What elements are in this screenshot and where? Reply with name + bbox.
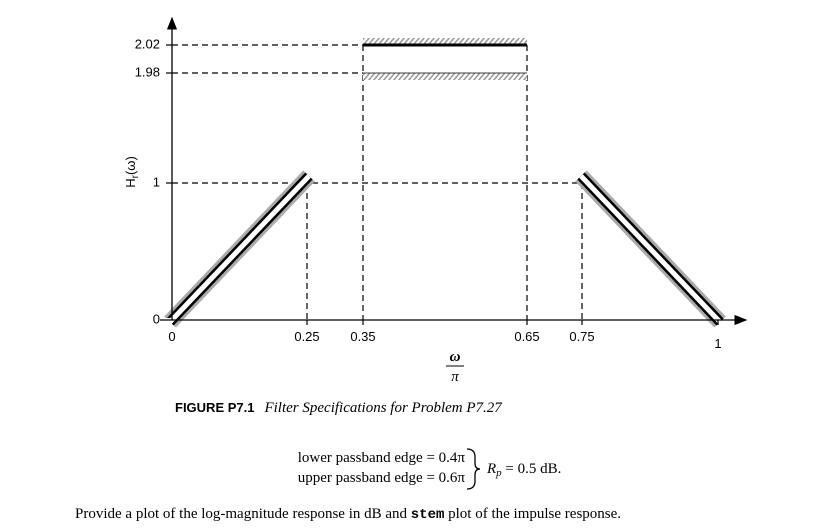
- caption-label: FIGURE P7.1: [175, 400, 254, 415]
- transition-band: [164, 170, 726, 328]
- y-label-sub: r: [130, 174, 141, 178]
- paragraph-code: stem: [411, 507, 445, 523]
- x-tick-label: 0.25: [294, 329, 319, 344]
- ripple: Rp = 0.5 dB.: [486, 461, 561, 479]
- x-tick-label: 0.65: [514, 329, 539, 344]
- paragraph-text: Provide a plot of the log-magnitude resp…: [75, 506, 411, 522]
- ticks: [166, 44, 719, 325]
- x-tick-label: 0: [168, 329, 175, 344]
- y-label: Hr(ω): [123, 156, 141, 188]
- ripple-rest: = 0.5 dB.: [502, 461, 562, 477]
- brace: [466, 448, 481, 490]
- ripple-sub: p: [495, 467, 502, 479]
- y-tick-label: 2.02: [135, 36, 160, 51]
- x-tick-label: 0.75: [569, 329, 594, 344]
- x-tick-label: 0.35: [350, 329, 375, 344]
- paragraph-text: plot of the impulse response.: [444, 506, 621, 522]
- hatch: [363, 38, 527, 44]
- y-label-main: H: [123, 178, 138, 187]
- hatch: [363, 73, 527, 80]
- x-label-den: π: [451, 369, 459, 385]
- caption-text: Filter Specifications for Problem P7.27: [263, 400, 503, 416]
- ripple-symbol: R: [486, 461, 496, 477]
- spec-line: lower passband edge = 0.4π: [298, 450, 466, 466]
- y-tick-label: 1.98: [135, 64, 160, 79]
- paragraph: Provide a plot of the log-magnitude resp…: [75, 506, 621, 523]
- y-tick-label: 0: [153, 311, 160, 326]
- x-tick-label: 1: [714, 336, 721, 351]
- plot: 0 1 1.98 2.02 0 0.25 0.35 0.65 0.75 1 Hr…: [123, 16, 748, 385]
- y-tick-label: 1: [153, 174, 160, 189]
- caption: FIGURE P7.1 Filter Specifications for Pro…: [175, 400, 503, 416]
- y-label-arg: (ω): [123, 156, 138, 175]
- spec-line: upper passband edge = 0.6π: [298, 470, 466, 486]
- x-label-num: ω: [450, 349, 461, 365]
